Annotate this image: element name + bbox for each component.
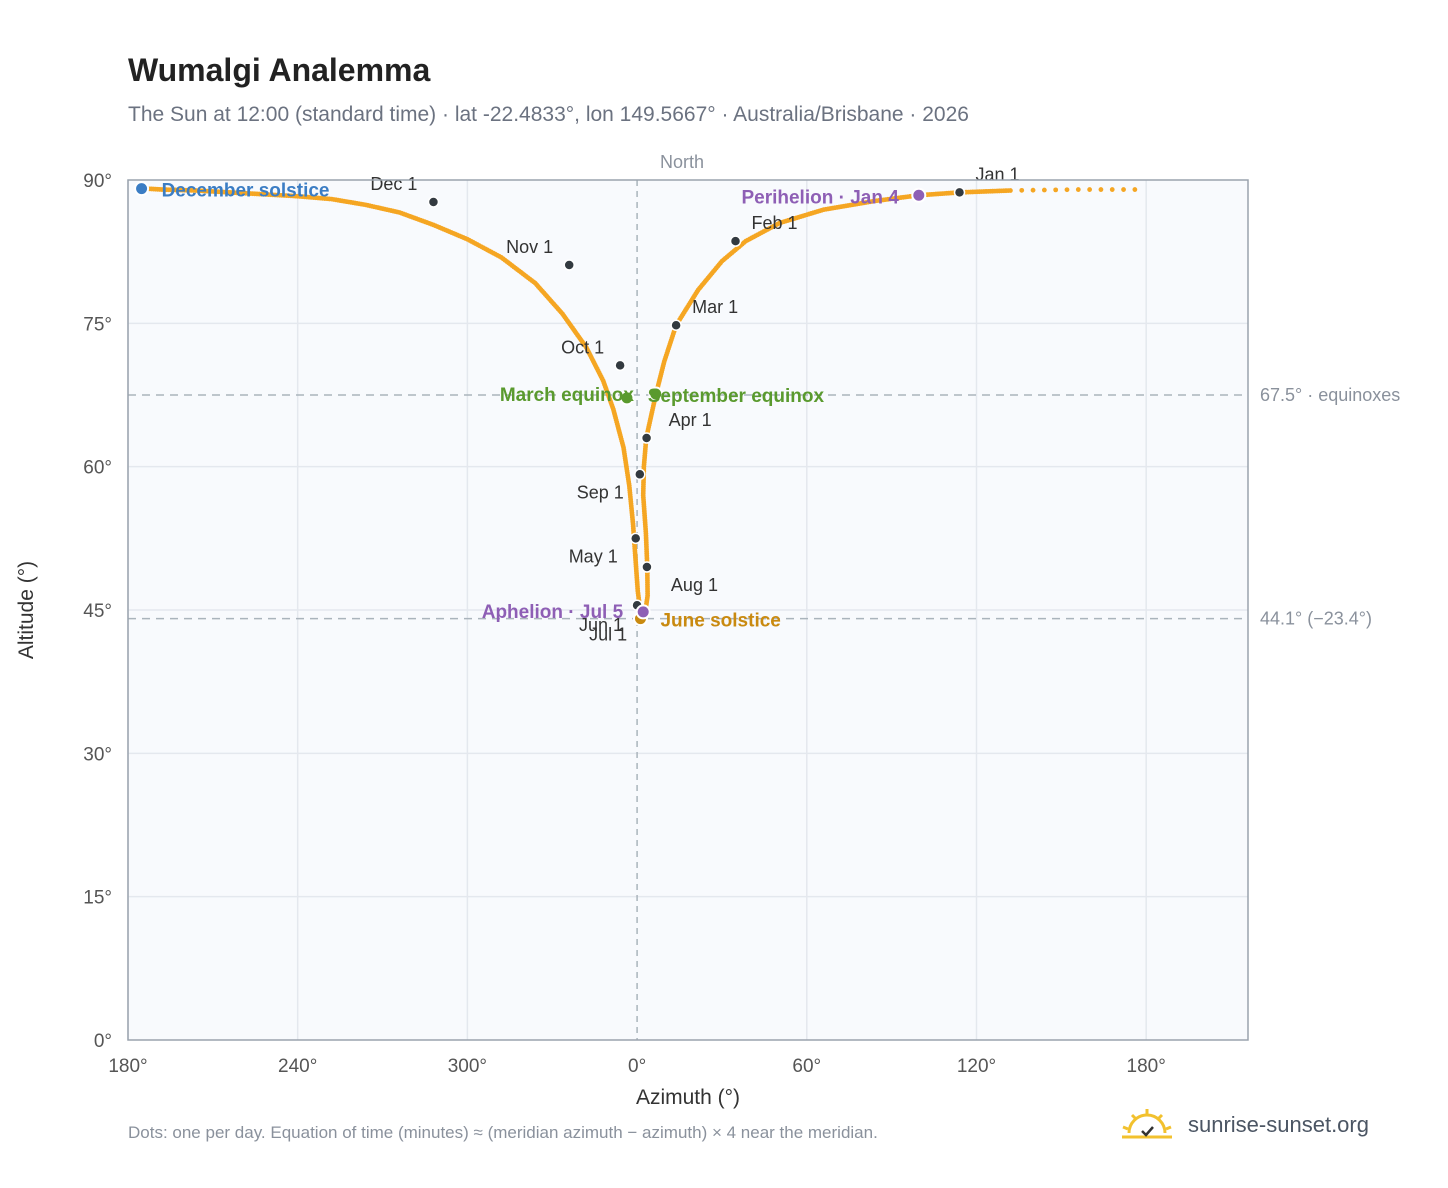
x-axis-ticks: 180° 240° 300° 0° 60° 120° 180°: [108, 1056, 1165, 1077]
event-markers: December solstice March equinox September …: [134, 181, 927, 632]
y-tick-label: 0°: [94, 1031, 112, 1052]
month-label: Sep 1: [577, 482, 624, 502]
event-dot: [635, 604, 651, 620]
chart-title: Wumalgi Analemma: [128, 52, 431, 88]
month-label: Feb 1: [752, 213, 798, 233]
month-dot: [953, 186, 966, 199]
x-tick-label: 180°: [108, 1056, 147, 1077]
day-dot: [1098, 187, 1104, 192]
day-dot: [1121, 187, 1126, 192]
day-dot: [1019, 187, 1025, 193]
plot-frame: [127, 179, 1249, 1041]
month-dot: [729, 235, 742, 247]
x-tick-label: 180°: [1127, 1056, 1166, 1077]
month-label: Jun 1: [579, 615, 623, 635]
reference-label: 44.1° (−23.4°): [1260, 609, 1372, 629]
x-tick-label: 300°: [448, 1056, 487, 1077]
footnote: Dots: one per day. Equation of time (min…: [128, 1123, 878, 1142]
month-dot: [634, 468, 646, 481]
month-label: May 1: [569, 546, 618, 566]
month-dot: [427, 196, 440, 208]
sun-logo-icon: [1122, 1109, 1172, 1139]
x-tick-label: 60°: [792, 1056, 821, 1077]
north-label: North: [660, 152, 704, 172]
event-label: March equinox: [500, 385, 635, 406]
y-tick-label: 30°: [83, 744, 112, 765]
month-label: Nov 1: [506, 237, 553, 257]
reference-label: 67.5° · equinoxes: [1260, 385, 1400, 405]
month-dot: [563, 259, 575, 271]
y-tick-label: 75°: [83, 314, 112, 335]
y-tick-label: 15°: [83, 888, 112, 909]
event-dot: [648, 386, 664, 402]
brand[interactable]: sunrise-sunset.org: [1120, 1100, 1369, 1150]
y-tick-label: 90°: [83, 171, 112, 192]
day-dot: [1109, 187, 1115, 192]
y-tick-label: 60°: [83, 458, 112, 479]
month-label: Mar 1: [692, 297, 738, 317]
event-label: December solstice: [162, 181, 330, 202]
reference-lines: 67.5° · equinoxes 44.1° (−23.4°): [128, 180, 1400, 1040]
x-tick-label: 120°: [957, 1056, 996, 1077]
x-tick-label: 0°: [628, 1056, 646, 1077]
y-tick-label: 45°: [83, 601, 112, 622]
month-label: Jan 1: [976, 164, 1020, 184]
day-dot: [1064, 187, 1070, 193]
event-dot: [619, 390, 635, 406]
month-label: Jul 1: [589, 625, 627, 645]
event-label: Perihelion · Jan 4: [741, 187, 899, 208]
month-dot: [641, 561, 653, 573]
day-dot: [1008, 188, 1013, 193]
y-axis-title: Altitude (°): [15, 561, 38, 659]
month-dot: [614, 359, 626, 372]
chart-subtitle: The Sun at 12:00 (standard time) · lat -…: [128, 103, 969, 126]
day-dot: [1041, 187, 1047, 193]
month-label: Dec 1: [370, 174, 417, 194]
event-dot: [134, 181, 150, 197]
month-label: Apr 1: [669, 410, 712, 430]
month-dot: [629, 532, 642, 545]
day-dot: [1087, 187, 1093, 192]
month-dot: [640, 432, 653, 444]
grid: [127, 180, 1248, 1040]
event-label: June solstice: [660, 611, 780, 632]
event-dot: [911, 187, 927, 203]
brand-name: sunrise-sunset.org: [1188, 1112, 1369, 1137]
y-axis-ticks: 0° 15° 30° 45° 60° 75° 90°: [83, 171, 112, 1052]
day-dot: [1030, 187, 1036, 193]
day-dot: [1132, 187, 1138, 192]
month-label: Oct 1: [561, 337, 604, 357]
month-dot: [670, 319, 682, 331]
day-dot: [1053, 187, 1059, 193]
event-label: September equinox: [648, 386, 825, 407]
month-label: Aug 1: [671, 575, 718, 595]
x-tick-label: 240°: [278, 1056, 317, 1077]
x-axis-title: Azimuth (°): [636, 1086, 740, 1109]
day-dot: [1075, 187, 1081, 192]
event-label: Aphelion · Jul 5: [482, 602, 624, 623]
